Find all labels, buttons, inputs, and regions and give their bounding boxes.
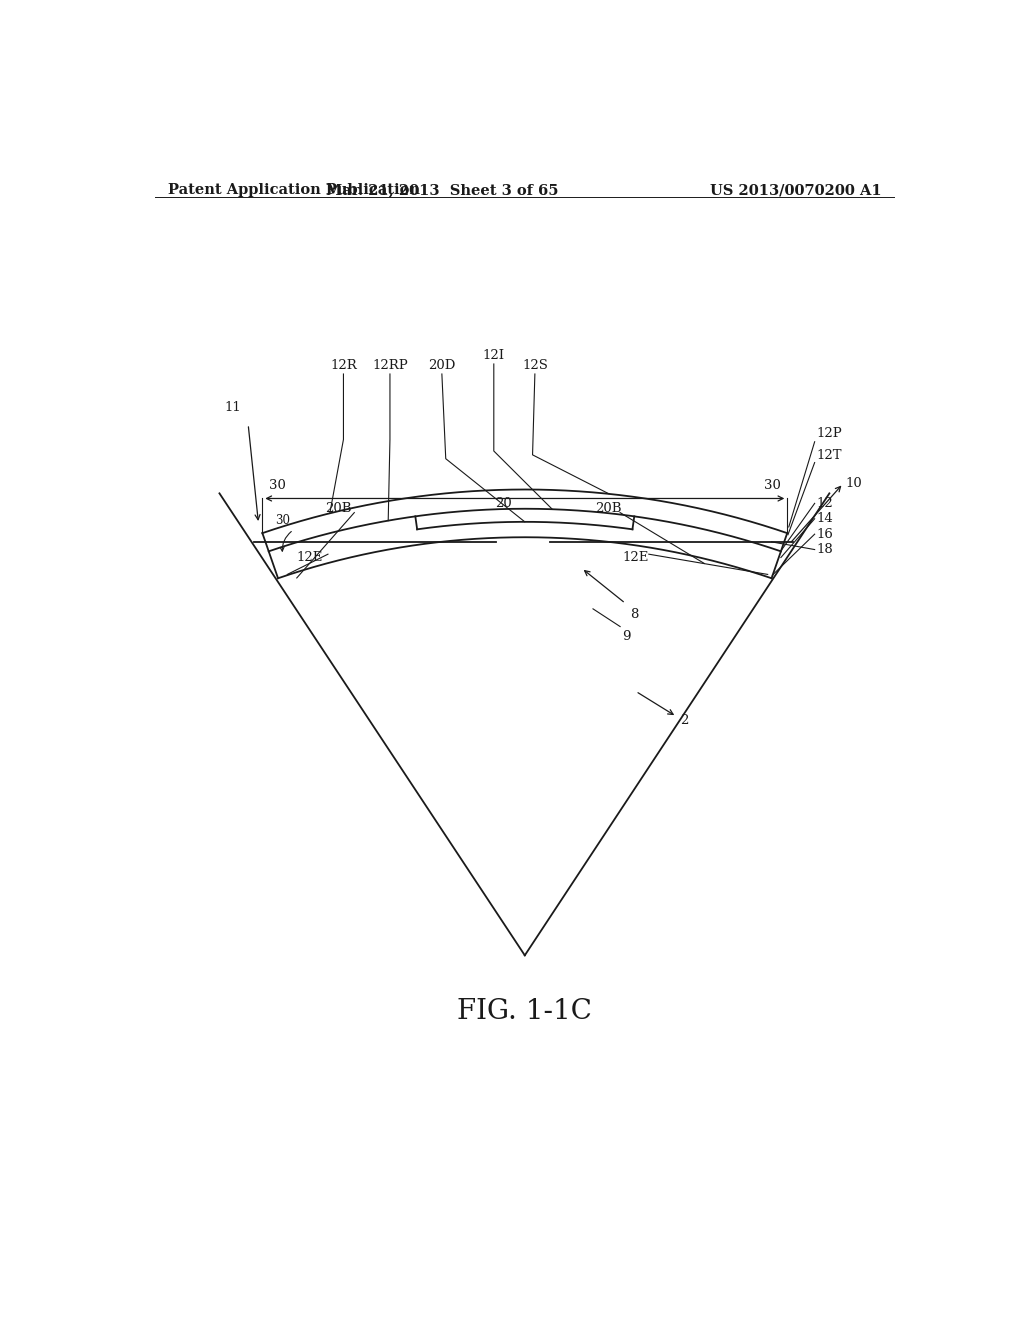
Text: 12E: 12E xyxy=(297,550,324,564)
Text: 20B: 20B xyxy=(595,502,622,515)
Text: 12S: 12S xyxy=(522,359,548,372)
Text: 30: 30 xyxy=(764,479,781,492)
Text: 20D: 20D xyxy=(428,359,456,372)
Text: 12E: 12E xyxy=(623,550,649,564)
Text: 9: 9 xyxy=(623,630,631,643)
Text: 18: 18 xyxy=(816,543,833,556)
Text: 12I: 12I xyxy=(482,350,505,363)
Text: 20B: 20B xyxy=(326,502,352,515)
Text: 12T: 12T xyxy=(816,449,842,462)
Text: 30: 30 xyxy=(268,479,286,492)
Text: 12: 12 xyxy=(816,496,833,510)
Text: 11: 11 xyxy=(224,401,241,414)
Text: US 2013/0070200 A1: US 2013/0070200 A1 xyxy=(710,183,882,197)
Text: 14: 14 xyxy=(816,512,833,525)
Text: 8: 8 xyxy=(630,609,639,622)
Text: 20: 20 xyxy=(496,496,512,510)
Text: 16: 16 xyxy=(816,528,834,541)
Text: FIG. 1-1C: FIG. 1-1C xyxy=(458,998,592,1026)
Text: 2: 2 xyxy=(680,714,688,727)
Text: Patent Application Publication: Patent Application Publication xyxy=(168,183,420,197)
Text: 12RP: 12RP xyxy=(372,359,408,372)
Text: 12P: 12P xyxy=(816,428,842,441)
Text: 12R: 12R xyxy=(330,359,356,372)
Text: 10: 10 xyxy=(846,477,862,490)
Text: Mar. 21, 2013  Sheet 3 of 65: Mar. 21, 2013 Sheet 3 of 65 xyxy=(326,183,558,197)
Text: 30: 30 xyxy=(274,513,290,527)
